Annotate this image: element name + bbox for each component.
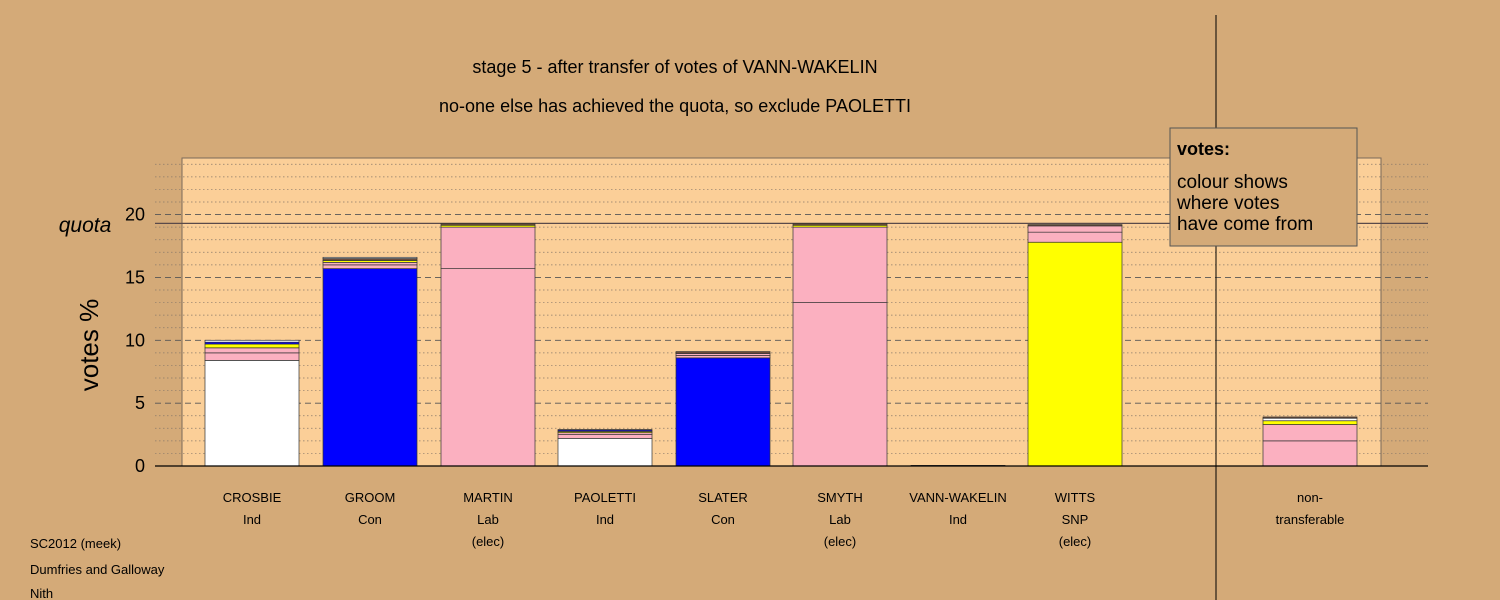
x-label-party: Con	[358, 512, 382, 527]
bar-segment	[1027, 231, 1123, 243]
bar-slater	[675, 351, 771, 467]
bar-segment	[1262, 416, 1358, 419]
bar-segment	[322, 256, 418, 259]
bar-segment	[675, 355, 771, 359]
x-label-name: PAOLETTI	[574, 490, 636, 505]
bar-segment	[204, 339, 300, 343]
bar-segment	[792, 302, 888, 467]
bar-segment	[1262, 420, 1358, 425]
bar-segment	[675, 357, 771, 467]
bar-segment	[557, 434, 653, 439]
bar-segment	[1262, 440, 1358, 467]
bar-segment	[204, 347, 300, 354]
bar-segment	[792, 226, 888, 303]
bar-groom	[322, 256, 418, 467]
bar-segment	[440, 226, 536, 269]
x-label-status: (elec)	[824, 534, 857, 549]
footer-council: Dumfries and Galloway	[30, 562, 165, 577]
footer-election: SC2012 (meek)	[30, 536, 121, 551]
bar-segment	[322, 268, 418, 467]
x-label-name: GROOM	[345, 490, 396, 505]
legend-line-2: where votes	[1176, 193, 1279, 214]
bar-segment	[204, 343, 300, 349]
x-label-name: MARTIN	[463, 490, 513, 505]
y-tick-label: 10	[125, 330, 145, 350]
bar-segment	[1027, 241, 1123, 467]
x-axis-labels: CROSBIE Ind GROOM Con MARTIN Lab (elec) PAOLETT…	[223, 490, 1345, 549]
x-label-name: VANN-WAKELIN	[909, 490, 1007, 505]
bar-segment	[1262, 424, 1358, 442]
legend-title: votes:	[1177, 139, 1230, 159]
bar-witts	[1027, 224, 1123, 467]
x-label-party: Ind	[243, 512, 261, 527]
y-tick-label: 15	[125, 267, 145, 287]
bar-segment	[1027, 225, 1123, 233]
bar-segment	[557, 437, 653, 467]
bar-segment	[322, 261, 418, 266]
bar-crosbie	[204, 339, 300, 467]
legend-line-3: have come from	[1177, 214, 1313, 235]
bar-segment	[440, 268, 536, 467]
bar-segment	[204, 352, 300, 361]
legend-background	[1169, 127, 1358, 247]
bar-paoletti	[557, 429, 653, 467]
x-label-party: Ind	[949, 512, 967, 527]
bar-martin	[440, 223, 536, 467]
x-label-status: (elec)	[472, 534, 505, 549]
bar-segment	[675, 351, 771, 354]
y-axis: 0 5 10 15 20	[125, 205, 145, 476]
bar-segment	[440, 223, 536, 226]
bar-segment	[1262, 417, 1358, 422]
legend-box: votes: colour shows where votes have com…	[1169, 127, 1358, 247]
y-axis-label: votes %	[74, 299, 104, 392]
bar-smyth	[792, 223, 888, 467]
x-label-party: Ind	[596, 512, 614, 527]
chart-title-line1: stage 5 - after transfer of votes of VAN…	[472, 57, 877, 77]
x-label-status: (elec)	[1059, 534, 1092, 549]
x-label-name: SLATER	[698, 490, 748, 505]
bar-segment	[557, 429, 653, 431]
bar-non-transferable	[1262, 416, 1358, 467]
chart-title-line2: no-one else has achieved the quota, so e…	[439, 96, 911, 116]
footer-ward: Nith	[30, 586, 53, 600]
quota-label: quota	[59, 214, 112, 237]
x-label-name: WITTS	[1055, 490, 1096, 505]
x-label-party: Lab	[829, 512, 851, 527]
bar-series	[204, 223, 1358, 467]
bar-segment	[1027, 224, 1123, 227]
y-tick-label: 0	[135, 456, 145, 476]
x-label-party: SNP	[1062, 512, 1089, 527]
x-label-party: Con	[711, 512, 735, 527]
y-tick-label: 20	[125, 205, 145, 225]
bar-segment	[322, 264, 418, 269]
legend-line-1: colour shows	[1177, 172, 1288, 193]
x-label-name: non-	[1297, 490, 1323, 505]
y-tick-label: 5	[135, 393, 145, 413]
x-label-name: CROSBIE	[223, 490, 282, 505]
x-label-name: SMYTH	[817, 490, 863, 505]
x-label-party: transferable	[1276, 512, 1345, 527]
bar-segment	[792, 223, 888, 226]
x-label-party: Lab	[477, 512, 499, 527]
bar-segment	[204, 360, 300, 467]
